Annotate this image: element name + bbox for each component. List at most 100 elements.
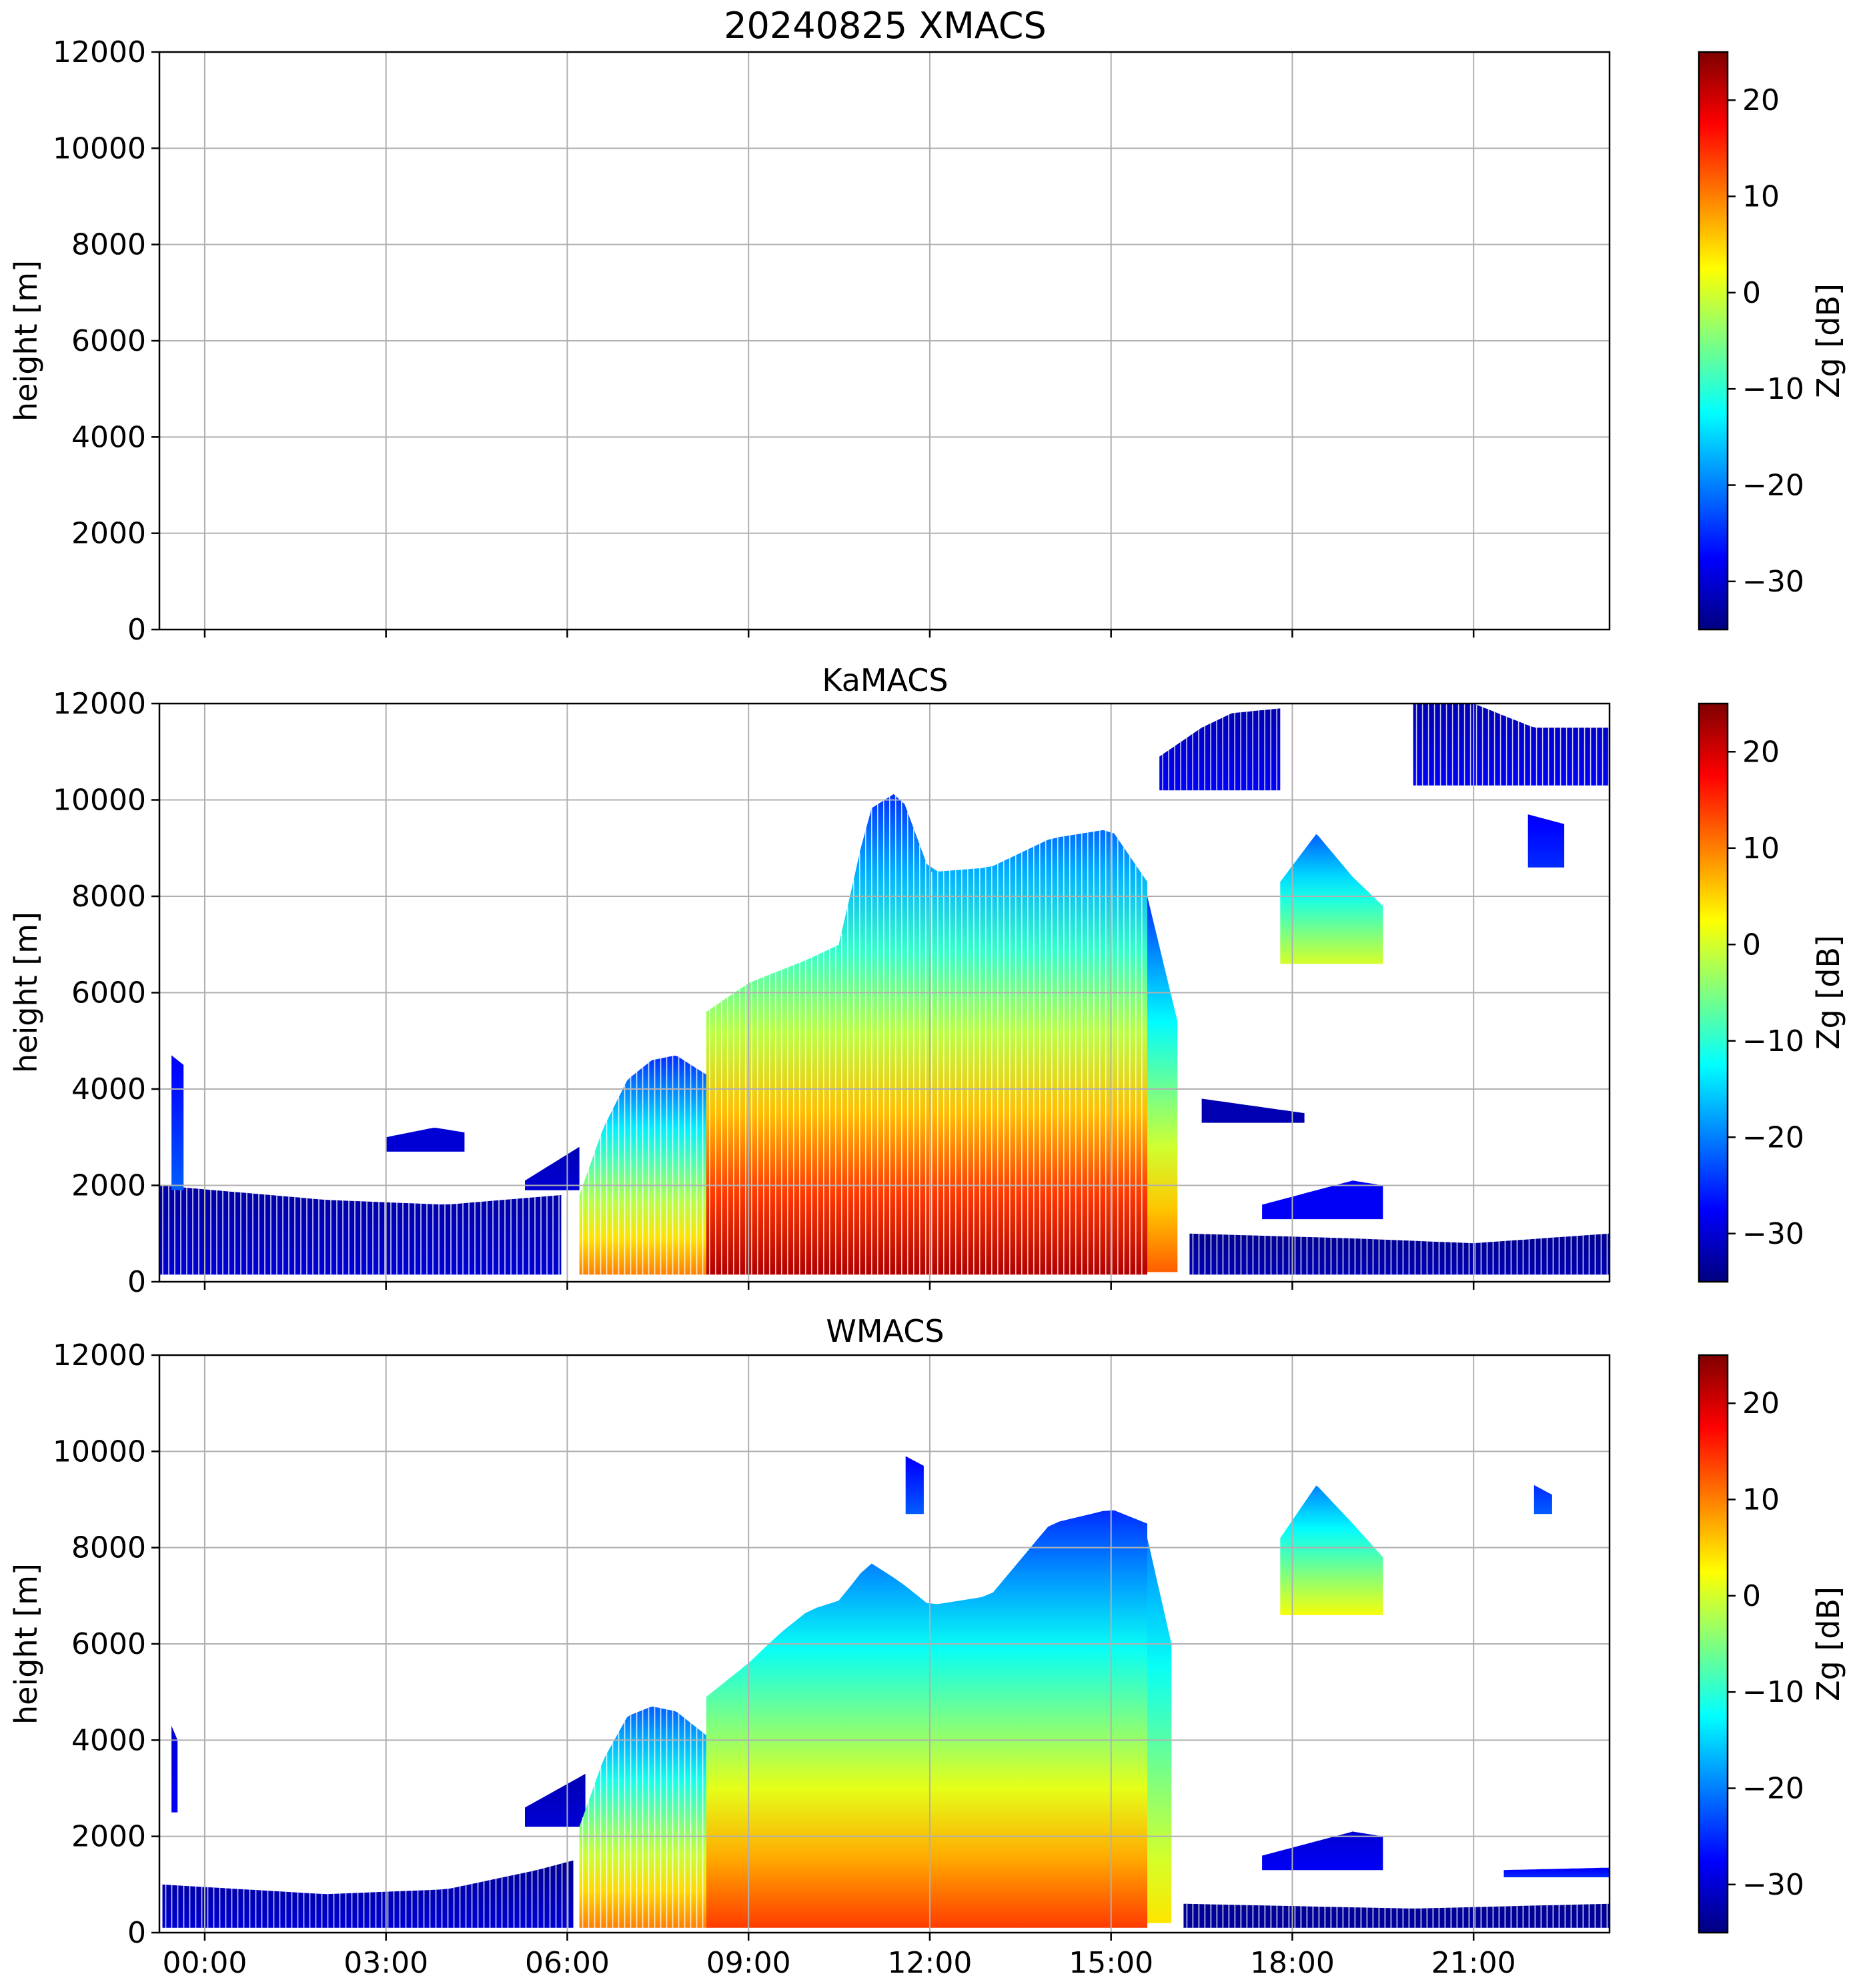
colorbar-ticks-kamacs: −30 −20 −10 0 10 20: [1728, 735, 1804, 1251]
echo-low-noise-morning: [162, 1860, 574, 1928]
echo-blob-22h: [1527, 814, 1565, 868]
echo-shape: [1159, 708, 1281, 791]
y-tick-label: 12000: [53, 1338, 146, 1372]
x-axis-xmacs: [203, 630, 1475, 638]
echo-shape: [525, 1773, 586, 1827]
echo-cirrus-16-18: [1159, 708, 1281, 791]
echo-layer-kamacs: [159, 704, 1610, 1275]
colorbar-tick-label: −20: [1742, 1772, 1804, 1806]
y-axis-xmacs: 0 2000 4000 6000 8000 10000 12000: [53, 35, 159, 647]
colorbar-tick-label: 10: [1742, 180, 1780, 214]
echo-shape: [162, 1860, 574, 1928]
x-tick-label: 03:00: [344, 1946, 428, 1980]
x-tick-label: 09:00: [706, 1946, 791, 1980]
echo-cell-18-19: [1280, 1485, 1383, 1615]
colorbar-ticks-wmacs: −30 −20 −10 0 10 20: [1728, 1386, 1804, 1902]
y-tick-label: 12000: [53, 687, 146, 721]
colorbar-tick-label: −10: [1742, 1024, 1804, 1058]
y-tick-label: 8000: [71, 880, 146, 914]
echo-shape: [386, 1128, 465, 1152]
echo-shape: [171, 1725, 178, 1813]
x-tick-label: 06:00: [525, 1946, 610, 1980]
colorbar-tick-label: 10: [1742, 1483, 1780, 1517]
colorbar-ticks-xmacs: −30 −20 −10 0 10 20: [1728, 83, 1804, 599]
y-tick-label: 6000: [71, 324, 146, 358]
echo-shape: [1533, 1484, 1552, 1515]
colorbar-tick-label: −30: [1742, 565, 1804, 599]
y-tick-label: 2000: [71, 517, 146, 551]
colorbar-tick-label: −10: [1742, 372, 1804, 406]
echo-decay-16h: [1147, 896, 1178, 1272]
colorbar-tick-label: −20: [1742, 1120, 1804, 1154]
echo-shape: [1280, 1485, 1383, 1615]
echo-shape: [706, 1510, 1147, 1928]
panel-title-wmacs: WMACS: [826, 1313, 944, 1349]
echo-shape: [1503, 1867, 1610, 1877]
echo-shape: [1147, 896, 1178, 1272]
y-tick-label: 10000: [53, 784, 146, 818]
y-tick-label: 10000: [53, 131, 146, 165]
echo-tall-streak-midnight: [171, 1055, 184, 1190]
colorbar-tick-label: −30: [1742, 1868, 1804, 1902]
x-tick-label: 00:00: [163, 1946, 247, 1980]
colorbar-wmacs: [1698, 1354, 1729, 1934]
y-tick-label: 4000: [71, 1723, 146, 1757]
y-tick-label: 4000: [71, 420, 146, 454]
colorbar-label-xmacs: Zg [dB]: [1810, 283, 1846, 398]
echo-layer-21-23: [1503, 1867, 1610, 1877]
y-axis-label-kamacs: height [m]: [8, 912, 44, 1073]
echo-decay-16h: [1147, 1538, 1172, 1923]
echo-shape: [1201, 1098, 1305, 1123]
echo-convective-main: [706, 1510, 1147, 1928]
echo-shape: [171, 1055, 184, 1190]
colorbar-xmacs: [1698, 51, 1729, 631]
echo-cell-18-19: [1280, 834, 1383, 964]
panel-wmacs: WMACS 0 2000 4000 6000 8000 10000 12000 height…: [8, 1313, 1846, 1980]
y-axis-wmacs: 0 2000 4000 6000 8000 10000 12000: [53, 1338, 159, 1950]
y-tick-label: 6000: [71, 1627, 146, 1661]
panel-xmacs: 20240825 XMACS 0 2000 4000 6000 8000 10000 120…: [8, 5, 1846, 647]
colorbar-tick-label: 20: [1742, 1386, 1780, 1420]
echo-convective-early: [579, 1055, 706, 1275]
colorbar-tick-label: 0: [1742, 276, 1761, 310]
y-tick-label: 2000: [71, 1169, 146, 1203]
y-axis-kamacs: 0 2000 4000 6000 8000 10000 12000: [53, 687, 159, 1299]
echo-ramp-6am: [525, 1146, 580, 1190]
x-axis-kamacs: [203, 1282, 1475, 1290]
y-tick-label: 10000: [53, 1434, 146, 1468]
y-tick-label: 6000: [71, 976, 146, 1010]
y-tick-label: 0: [127, 613, 146, 647]
echo-low-noise-evening: [1183, 1903, 1610, 1928]
y-tick-label: 4000: [71, 1072, 146, 1106]
colorbar-tick-label: 0: [1742, 1579, 1761, 1613]
panel-kamacs: KaMACS 0 2000 4000 6000 8000 10000 12000 heigh…: [8, 662, 1846, 1299]
echo-streak-midnight: [171, 1725, 178, 1813]
colorbar-tick-label: −20: [1742, 469, 1804, 503]
colorbar-tick-label: −10: [1742, 1675, 1804, 1709]
x-axis-wmacs: 00:00 03:00 06:00 09:00 12:00 15:00 18:00 21:00: [163, 1933, 1516, 1980]
echo-shape: [1527, 814, 1565, 868]
panel-title-xmacs: 20240825 XMACS: [724, 5, 1047, 47]
colorbar-tick-label: 0: [1742, 928, 1761, 962]
echo-ramp-6am: [525, 1773, 586, 1827]
y-tick-label: 2000: [71, 1820, 146, 1854]
echo-low-clutter-evening: [1189, 1233, 1610, 1275]
echo-layer-wmacs: [162, 1456, 1610, 1928]
echo-shape: [706, 794, 1147, 1275]
echo-convective-main: [706, 792, 1147, 1275]
y-axis-label-wmacs: height [m]: [8, 1563, 44, 1725]
y-tick-label: 8000: [71, 1531, 146, 1565]
colorbar-tick-label: 20: [1742, 83, 1780, 117]
colorbar-kamacs: [1698, 702, 1729, 1283]
x-tick-label: 12:00: [888, 1946, 973, 1980]
echo-blob-22h: [1533, 1484, 1552, 1515]
colorbar-tick-label: 20: [1742, 735, 1780, 769]
colorbar-tick-label: 10: [1742, 832, 1780, 866]
y-tick-label: 12000: [53, 35, 146, 69]
y-axis-label-xmacs: height [m]: [8, 260, 44, 421]
colorbar-label-kamacs: Zg [dB]: [1810, 935, 1846, 1050]
y-tick-label: 8000: [71, 228, 146, 262]
echo-shape: [525, 1146, 580, 1190]
echo-convective-early: [579, 1707, 706, 1928]
